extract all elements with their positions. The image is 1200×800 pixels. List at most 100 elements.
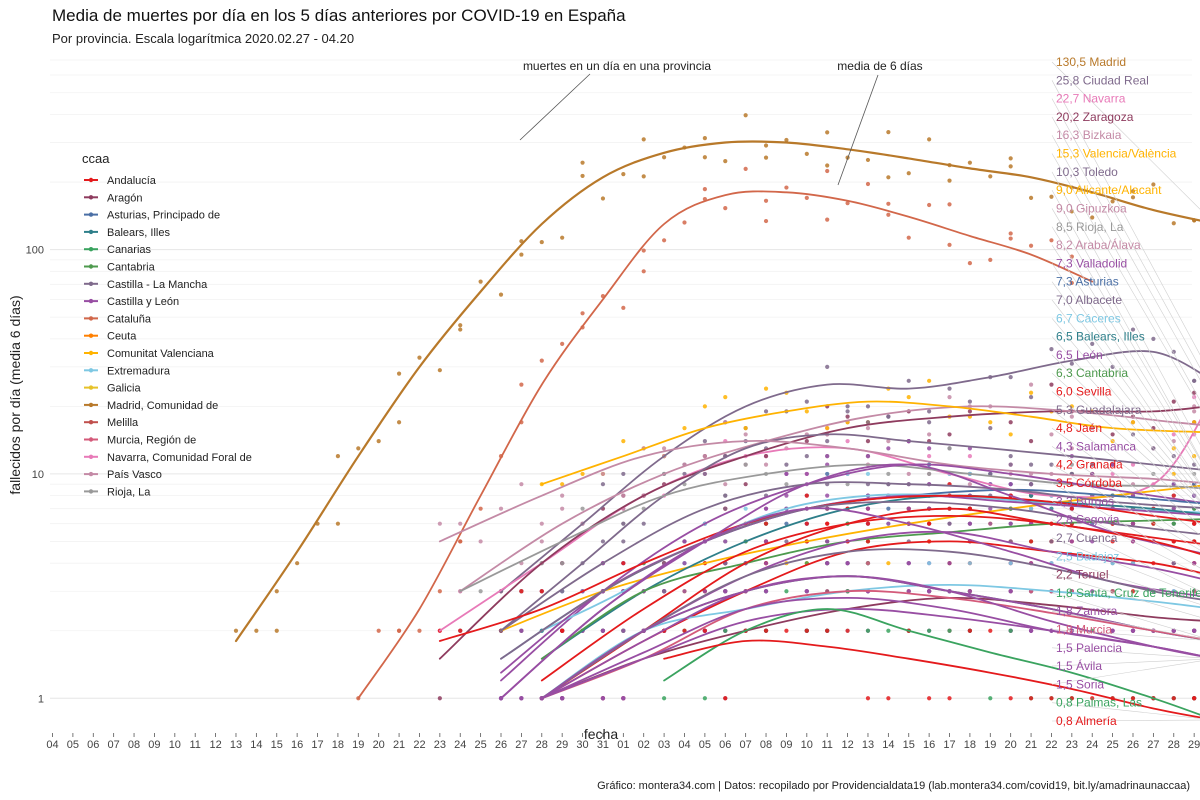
label-leader (1051, 427, 1200, 536)
daily-point (621, 471, 626, 477)
x-tick-label: 12 (209, 739, 221, 751)
daily-point (580, 160, 585, 165)
daily-point (1028, 696, 1034, 701)
legend-key-point (88, 333, 94, 338)
daily-point (723, 589, 728, 594)
daily-point (702, 136, 707, 141)
daily-point (825, 493, 830, 498)
daily-point (702, 589, 707, 594)
daily-point (743, 432, 748, 437)
daily-point (804, 454, 809, 459)
annotation-avg: media de 6 días (837, 59, 922, 73)
x-tick-label: 29 (1188, 739, 1200, 751)
x-tick-label: 24 (454, 739, 466, 751)
y-axis-label: fallecidos por día (media 6 días) (7, 295, 23, 494)
daily-point (845, 409, 850, 414)
daily-point (356, 446, 361, 451)
series-end-label: 10,3 Toledo (1056, 165, 1118, 179)
daily-point (560, 341, 565, 346)
daily-point (1130, 420, 1136, 425)
daily-point (784, 482, 789, 487)
y-axis: 1 10 100 (26, 245, 44, 706)
legend-key-point (88, 264, 94, 269)
daily-point (458, 327, 463, 332)
daily-point (1130, 521, 1136, 526)
daily-point (763, 628, 769, 633)
daily-point (886, 471, 891, 477)
legend-key-point (88, 212, 94, 217)
legend-item-label: Andalucía (107, 175, 157, 187)
daily-point (784, 628, 789, 633)
daily-point (621, 305, 626, 310)
series-end-label: 9,0 Alicante/Alacant (1056, 183, 1162, 197)
daily-point (723, 506, 728, 511)
label-leader (1051, 354, 1200, 502)
daily-point (865, 420, 871, 425)
daily-point (763, 454, 769, 459)
daily-point (804, 439, 809, 444)
daily-point (927, 589, 932, 594)
series-line (234, 140, 1200, 643)
label-leader (1051, 208, 1200, 461)
daily-point (886, 212, 891, 217)
daily-point (560, 235, 565, 240)
daily-point (662, 155, 667, 160)
daily-point (682, 561, 687, 566)
daily-point (743, 113, 748, 118)
daily-point (886, 446, 891, 451)
daily-point (927, 409, 932, 414)
daily-point (886, 521, 891, 526)
legend-key-point (88, 350, 94, 356)
daily-point (825, 130, 830, 135)
daily-point (947, 446, 952, 451)
daily-point (1028, 243, 1034, 248)
series-end-label: 20,2 Zaragoza (1056, 110, 1134, 124)
daily-point (1192, 628, 1197, 633)
x-tick-label: 04 (46, 739, 58, 751)
daily-point (967, 261, 973, 266)
daily-point (1028, 482, 1034, 487)
daily-point (1028, 382, 1034, 387)
daily-point (1049, 194, 1054, 199)
x-tick-label: 23 (434, 739, 446, 751)
label-leader (1051, 98, 1200, 369)
daily-point (927, 696, 932, 701)
legend-key-point (88, 454, 94, 459)
legend-key-point (88, 195, 94, 200)
series-end-label: 2,7 Cuenca (1056, 531, 1118, 545)
daily-point (396, 371, 402, 376)
annotations: muertes en un día en una provincia media… (519, 59, 923, 186)
label-leader (1051, 281, 1200, 486)
daily-point (906, 395, 911, 400)
x-tick-label: 23 (1066, 739, 1078, 751)
daily-point (376, 439, 381, 444)
daily-point (396, 628, 402, 633)
chart-title: Media de muertes por día en los 5 días a… (52, 6, 626, 25)
chart-caption: Gráfico: montera34.com | Datos: recopila… (597, 780, 1190, 792)
daily-point (621, 172, 626, 177)
x-tick-label: 12 (841, 739, 853, 751)
daily-point (988, 521, 993, 526)
daily-point (784, 539, 789, 544)
label-leader (1051, 501, 1200, 576)
daily-point (886, 628, 891, 633)
daily-point (865, 439, 871, 444)
label-leader (1051, 244, 1200, 472)
lines-layer (234, 140, 1200, 719)
daily-point (580, 311, 585, 316)
y-tick-label: 100 (26, 245, 44, 257)
daily-point (784, 589, 789, 594)
daily-point (927, 561, 932, 566)
daily-point (702, 155, 707, 160)
daily-point (682, 628, 687, 633)
daily-point (927, 471, 932, 477)
x-tick-label: 08 (128, 739, 140, 751)
daily-point (539, 539, 544, 544)
daily-point (1008, 454, 1013, 459)
daily-point (1069, 506, 1074, 511)
label-leader (1051, 592, 1200, 637)
daily-point (723, 206, 728, 211)
daily-point (804, 589, 809, 594)
daily-point (1008, 156, 1013, 161)
daily-point (662, 589, 667, 594)
